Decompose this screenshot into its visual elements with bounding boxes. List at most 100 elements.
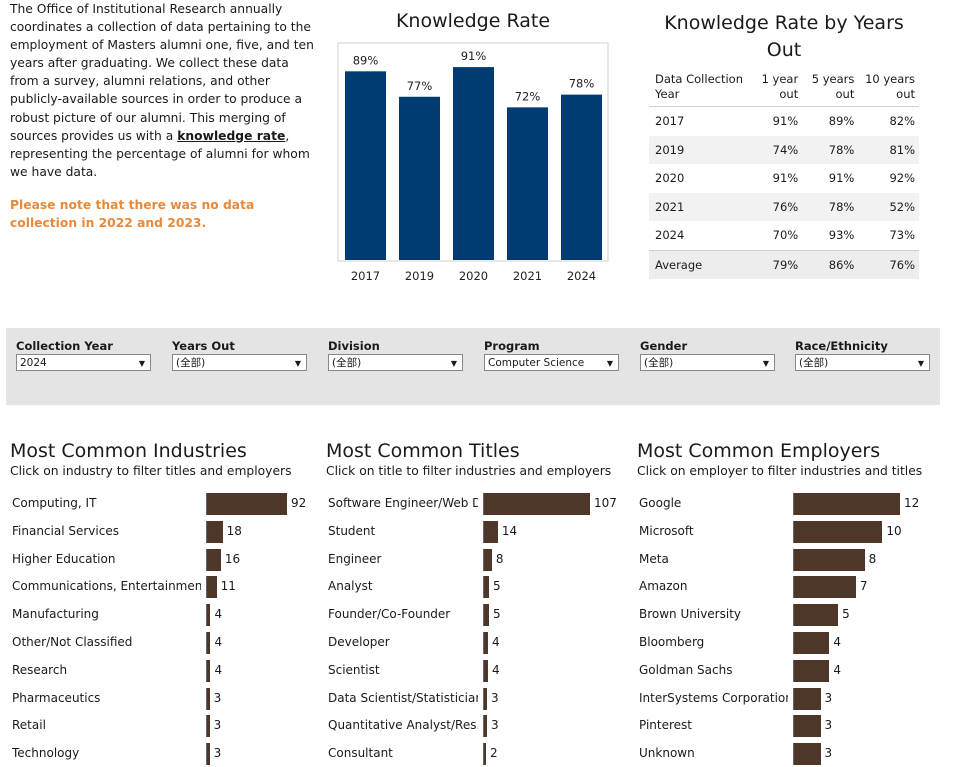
cell-5yr: 91%	[828, 171, 855, 186]
item-bar[interactable]	[207, 576, 217, 599]
item-bar[interactable]	[794, 604, 839, 627]
bar-axis	[206, 632, 207, 654]
intro-text-end: , representing the percentage of alumni …	[10, 128, 310, 179]
item-bar[interactable]	[794, 576, 856, 599]
list-item[interactable]: Analyst 5	[328, 576, 620, 599]
cell-10yr: 82%	[889, 114, 915, 129]
list-item[interactable]: Microsoft 10	[639, 520, 930, 543]
collection-year-select[interactable]: 2024 ▼	[16, 354, 151, 371]
list-item[interactable]: Unknown 3	[639, 743, 930, 766]
gender-select[interactable]: (全部) ▼	[640, 354, 775, 371]
list-item[interactable]: Brown University 5	[639, 604, 930, 627]
item-bar[interactable]	[484, 659, 488, 682]
item-value: 3	[824, 746, 833, 761]
list-item[interactable]: InterSystems Corporation 3	[639, 687, 930, 710]
item-bar[interactable]	[207, 743, 210, 766]
item-bar[interactable]	[794, 743, 821, 766]
item-bar[interactable]	[484, 743, 486, 766]
item-bar[interactable]	[207, 520, 223, 543]
item-value: 5	[492, 579, 501, 594]
item-label: Pinterest	[639, 718, 693, 733]
item-value: 4	[491, 662, 500, 677]
list-item[interactable]: Technology 3	[12, 743, 317, 766]
table-row[interactable]: 2019 74% 78% 81%	[649, 135, 919, 164]
item-bar[interactable]	[484, 576, 489, 599]
item-label: Quantitative Analyst/Res..	[328, 718, 478, 733]
item-bar[interactable]	[794, 632, 830, 654]
cell-1yr: 74%	[772, 142, 799, 157]
item-bar[interactable]	[484, 493, 590, 515]
list-item[interactable]: Student 14	[328, 520, 620, 543]
item-bar[interactable]	[207, 687, 210, 710]
item-bar[interactable]	[794, 493, 900, 515]
item-bar[interactable]	[794, 687, 821, 710]
item-bar[interactable]	[484, 548, 492, 571]
item-bar[interactable]	[794, 715, 821, 738]
list-item[interactable]: Financial Services 18	[12, 520, 317, 543]
list-item[interactable]: Pinterest 3	[639, 715, 930, 738]
item-bar[interactable]	[207, 548, 221, 571]
list-item[interactable]: Founder/Co-Founder 5	[328, 604, 620, 627]
item-bar[interactable]	[207, 632, 211, 654]
item-bar[interactable]	[484, 604, 489, 627]
item-bar[interactable]	[484, 715, 487, 738]
division-select[interactable]: (全部) ▼	[328, 354, 463, 371]
bar-axis	[206, 659, 207, 682]
item-bar[interactable]	[207, 493, 287, 515]
list-item[interactable]: Manufacturing 4	[12, 604, 317, 627]
list-item[interactable]: Amazon 7	[639, 576, 930, 599]
program-select[interactable]: Computer Science ▼	[484, 354, 619, 371]
list-item[interactable]: Bloomberg 4	[639, 632, 930, 654]
list-item[interactable]: Engineer 8	[328, 548, 620, 571]
list-item[interactable]: Computing, IT 92	[12, 493, 317, 515]
item-bar[interactable]	[207, 604, 211, 627]
list-item[interactable]: Developer 4	[328, 632, 620, 654]
item-bar[interactable]	[484, 520, 498, 543]
cell-1yr: 91%	[772, 171, 799, 186]
list-item[interactable]: Higher Education 16	[12, 548, 317, 571]
race-ethnicity-select[interactable]: (全部) ▼	[795, 354, 930, 371]
table-row[interactable]: 2017 91% 89% 82%	[649, 107, 919, 136]
list-item[interactable]: Other/Not Classified 4	[12, 632, 317, 654]
list-item[interactable]: Google 12	[639, 493, 930, 515]
cell-10yr: 81%	[889, 142, 915, 157]
list-item[interactable]: Data Scientist/Statistician 3	[328, 687, 620, 710]
data-label-2021: 72%	[515, 89, 541, 103]
item-label: Communications, Entertainment	[12, 579, 201, 594]
list-item[interactable]: Retail 3	[12, 715, 317, 738]
list-item[interactable]: Pharmaceutics 3	[12, 687, 317, 710]
dropdown-arrow-icon: ▼	[917, 359, 924, 368]
titles-title: Most Common Titles	[326, 440, 520, 462]
list-item[interactable]: Communications, Entertainment 11	[12, 576, 317, 599]
average-row[interactable]: Average 79% 86% 76%	[649, 250, 919, 279]
table-row[interactable]: 2021 76% 78% 52%	[649, 192, 919, 221]
list-item[interactable]: Consultant 2	[328, 743, 620, 766]
bar-axis	[483, 548, 484, 571]
item-bar[interactable]	[794, 659, 830, 682]
item-bar[interactable]	[484, 687, 487, 710]
item-bar[interactable]	[207, 659, 211, 682]
knowledge-rate-link[interactable]: knowledge rate	[177, 128, 286, 143]
list-item[interactable]: Software Engineer/Web D.. 107	[328, 493, 620, 515]
list-item[interactable]: Meta 8	[639, 548, 930, 571]
item-bar[interactable]	[207, 715, 210, 738]
table-row[interactable]: 2024 70% 93% 73%	[649, 221, 919, 250]
col-header-5yr: 5 years out	[811, 72, 855, 101]
item-bar[interactable]	[484, 632, 488, 654]
item-bar[interactable]	[794, 520, 883, 543]
years-out-select[interactable]: (全部) ▼	[172, 354, 307, 371]
list-item[interactable]: Research 4	[12, 659, 317, 682]
item-bar[interactable]	[794, 548, 865, 571]
table-row[interactable]: 2020 91% 91% 92%	[649, 164, 919, 193]
list-item[interactable]: Scientist 4	[328, 659, 620, 682]
intro-text: The Office of Institutional Research ann…	[10, 2, 314, 143]
data-label-2017: 89%	[353, 53, 379, 67]
item-value: 3	[824, 718, 833, 733]
filter-bar: Collection Year 2024 ▼ Years Out (全部) ▼ Di…	[6, 328, 940, 405]
x-tick-2017: 2017	[351, 269, 380, 283]
list-item[interactable]: Goldman Sachs 4	[639, 659, 930, 682]
bar-axis	[206, 604, 207, 627]
data-label-2020: 91%	[461, 49, 487, 63]
item-label: Developer	[328, 635, 390, 649]
list-item[interactable]: Quantitative Analyst/Res.. 3	[328, 715, 620, 738]
